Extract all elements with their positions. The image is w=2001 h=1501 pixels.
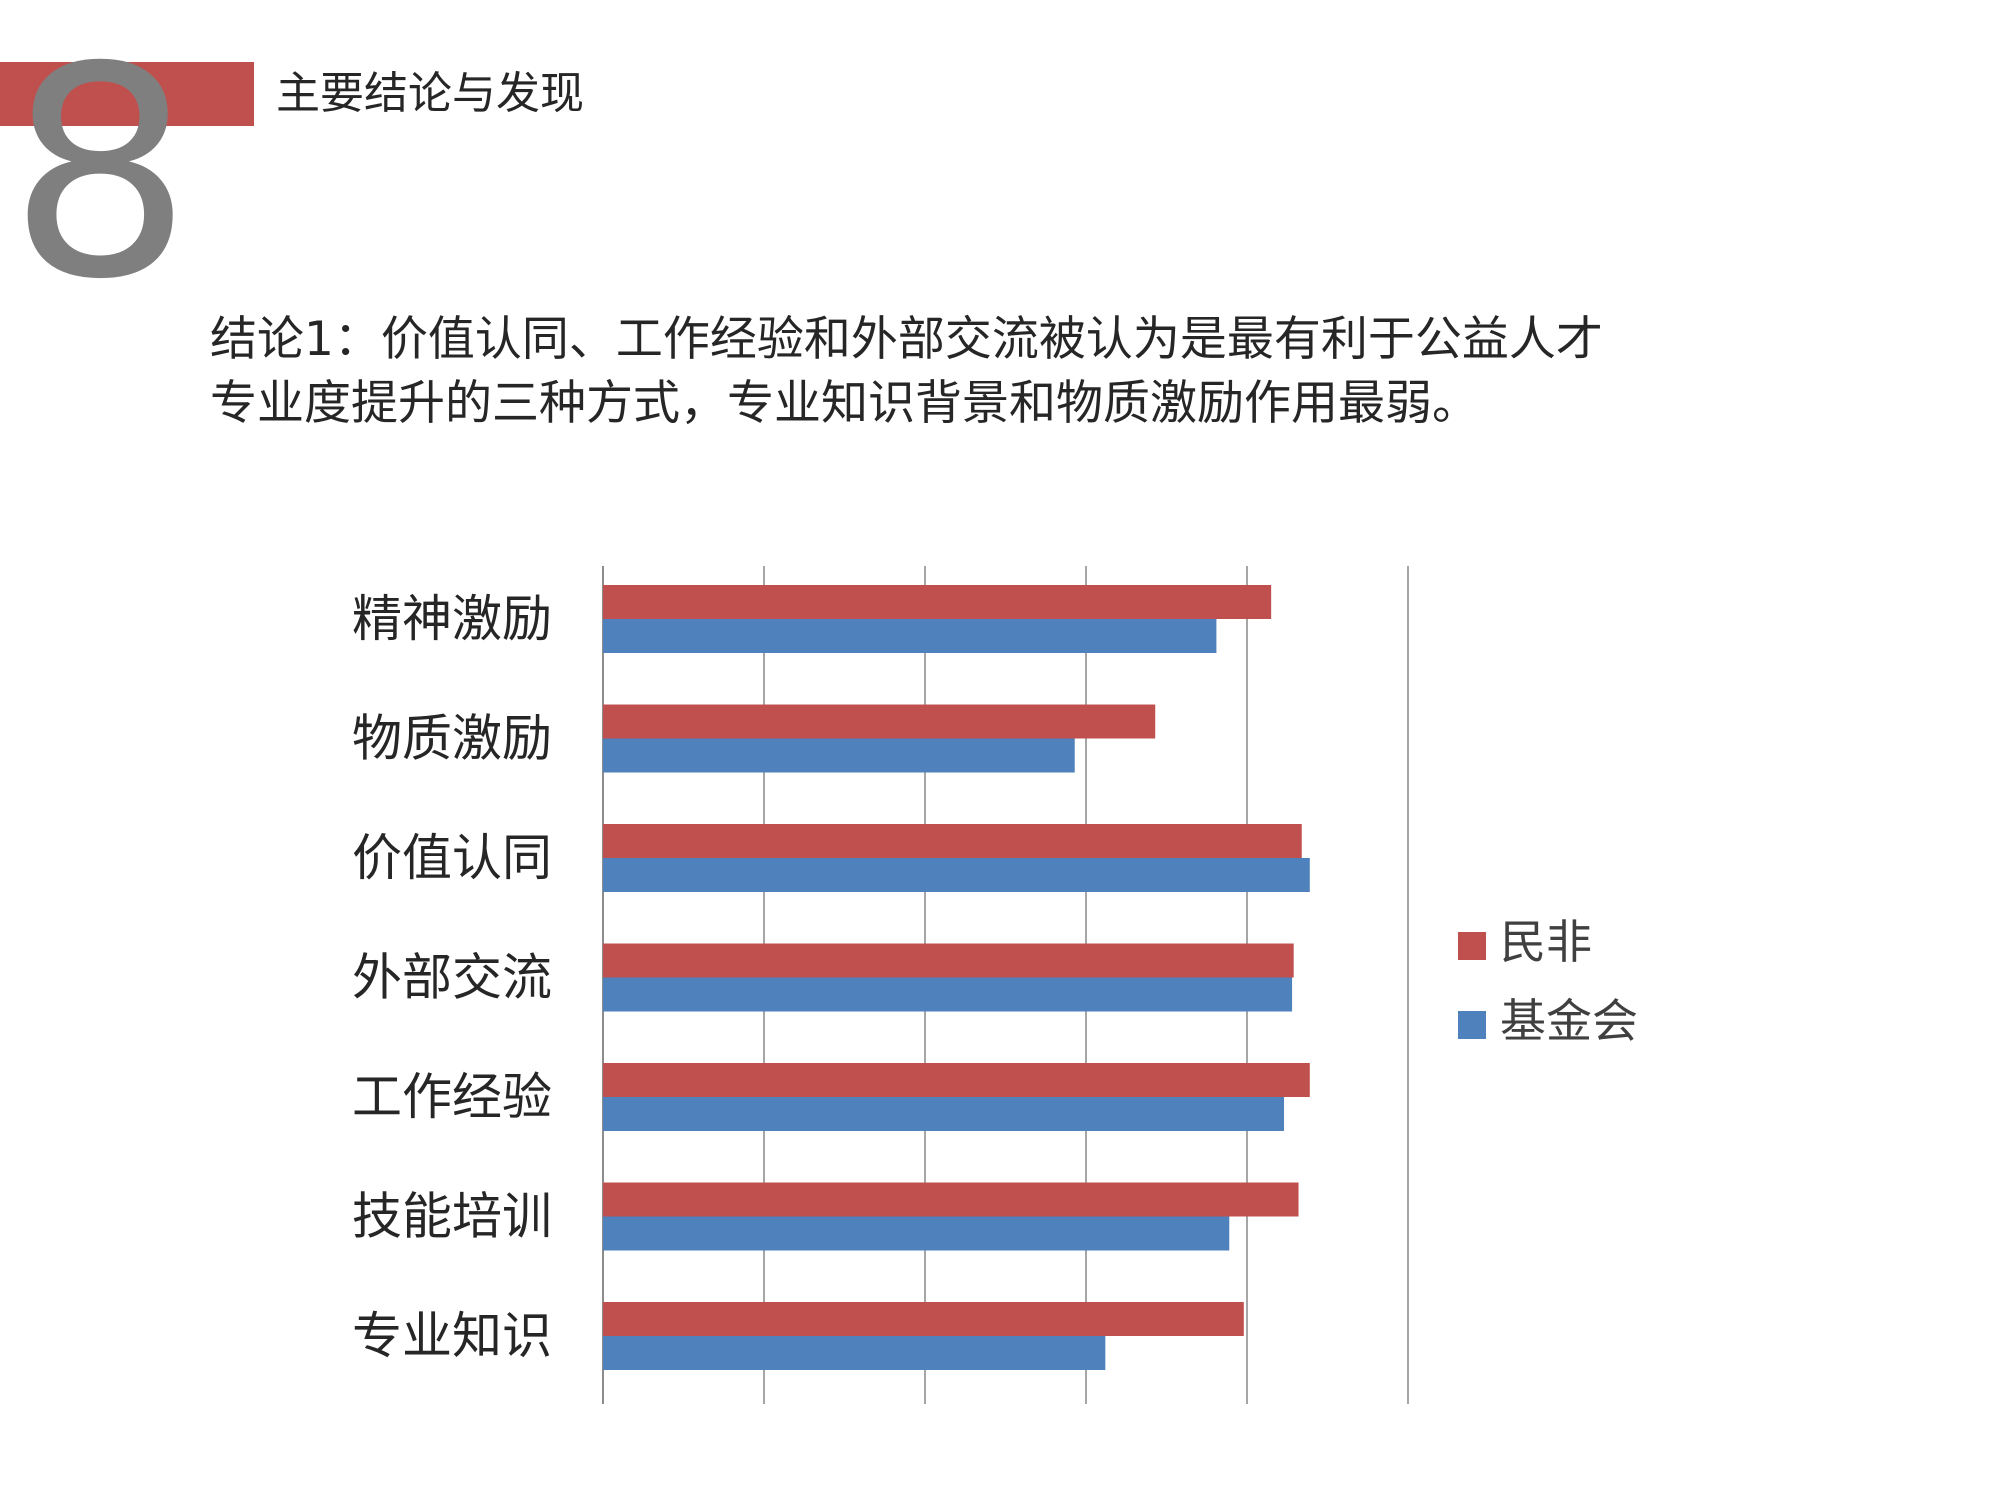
bar-minfei-0 (603, 585, 1272, 619)
bar-jijinhui-1 (603, 738, 1075, 773)
category-label-6: 专业知识 (352, 1307, 552, 1365)
conclusion-line-1: 结论1：价值认同、工作经验和外部交流被认为是最有利于公益人才 (210, 312, 1603, 367)
bar-minfei-2 (603, 824, 1302, 858)
bar-jijinhui-0 (603, 619, 1217, 653)
legend-swatch-1 (1458, 1011, 1486, 1039)
category-label-5: 技能培训 (352, 1188, 552, 1246)
bar-jijinhui-3 (603, 977, 1293, 1012)
legend-label-1: 基金会 (1500, 994, 1638, 1048)
section-number: 8 (8, 6, 193, 343)
bar-minfei-3 (603, 943, 1294, 978)
bar-jijinhui-6 (603, 1336, 1106, 1370)
bar-minfei-5 (603, 1182, 1299, 1217)
conclusion-text: 结论1：价值认同、工作经验和外部交流被认为是最有利于公益人才 专业度提升的三种方… (210, 308, 1770, 436)
bar-minfei-1 (603, 704, 1156, 739)
category-label-4: 工作经验 (352, 1068, 552, 1126)
header-accent-bar (0, 62, 254, 126)
category-label-0: 精神激励 (352, 590, 552, 648)
bar-jijinhui-2 (603, 858, 1310, 892)
conclusion-line-2: 专业度提升的三种方式，专业知识背景和物质激励作用最弱。 (210, 376, 1479, 431)
category-label-1: 物质激励 (352, 710, 552, 768)
bar-jijinhui-5 (603, 1216, 1230, 1251)
bar-minfei-6 (603, 1302, 1244, 1336)
section-title: 主要结论与发现 (276, 68, 584, 119)
legend-label-0: 民非 (1500, 915, 1592, 969)
legend-swatch-0 (1458, 932, 1486, 960)
category-label-3: 外部交流 (352, 949, 552, 1007)
bar-jijinhui-4 (603, 1097, 1285, 1131)
bar-minfei-4 (603, 1063, 1310, 1097)
category-label-2: 价值认同 (352, 829, 552, 887)
